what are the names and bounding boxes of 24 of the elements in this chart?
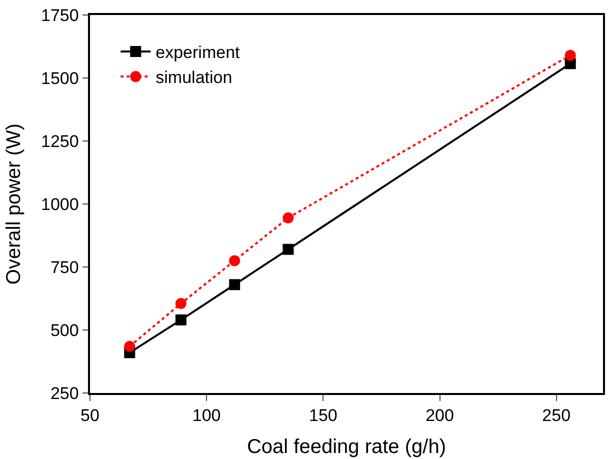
x-tick-label: 200 (426, 406, 454, 426)
y-axis-title: Overall power (W) (3, 123, 26, 285)
x-tick-label: 100 (192, 406, 221, 426)
point (229, 279, 240, 290)
x-tick-label: 250 (542, 406, 571, 426)
y-tick-label: 1500 (41, 68, 79, 88)
y-tick-label: 750 (50, 258, 79, 277)
y-tick-label: 250 (50, 384, 79, 403)
x-tick-label: 50 (80, 406, 100, 426)
y-tick-label: 1750 (41, 6, 79, 25)
legend-label: simulation (156, 68, 232, 88)
point (175, 298, 186, 310)
point (124, 340, 136, 352)
x-axis-title: Coal feeding rate (g/h) (246, 436, 446, 458)
legend-label: experiment (156, 43, 240, 62)
point (564, 50, 576, 61)
point (282, 212, 294, 224)
y-tick-label: 1000 (41, 194, 79, 214)
point (282, 244, 294, 255)
y-tick-label: 1250 (41, 132, 79, 151)
point (229, 255, 240, 266)
y-tick-label: 500 (50, 320, 79, 340)
point (175, 314, 186, 326)
x-tick-label: 150 (308, 406, 338, 426)
